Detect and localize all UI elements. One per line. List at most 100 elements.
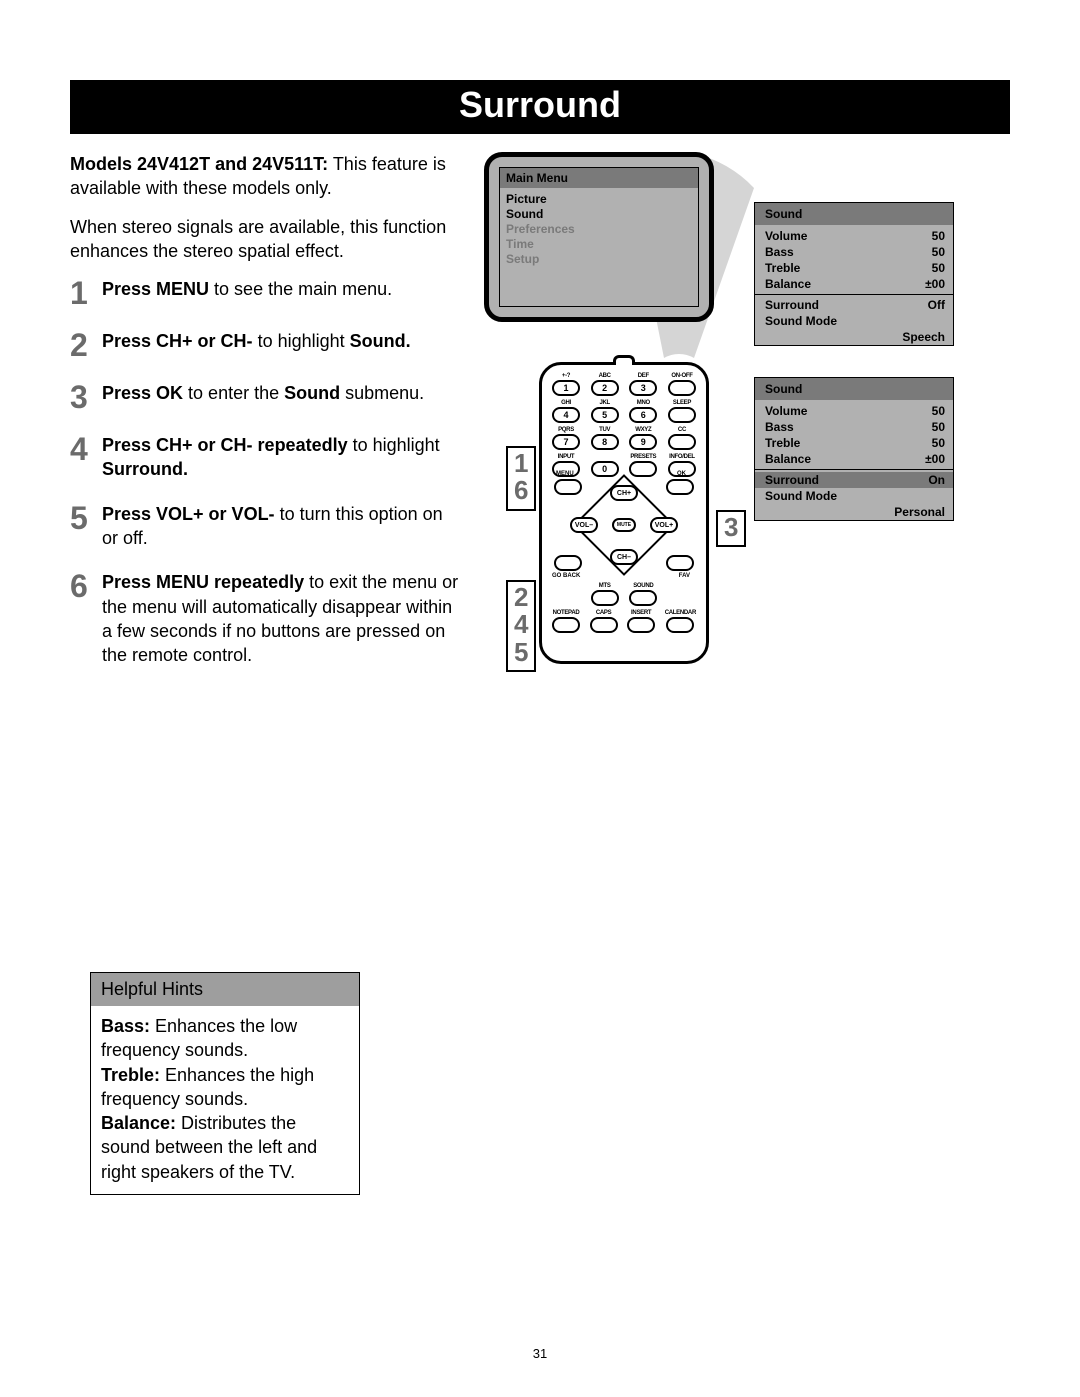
remote-key	[590, 617, 618, 633]
callout-steps-2-4-5: 245	[506, 580, 536, 672]
remote-key-label: CAPS	[596, 610, 611, 616]
sound-row: Balance±00	[755, 276, 953, 292]
remote-key	[552, 617, 580, 633]
remote-key: 5	[591, 407, 619, 423]
remote-key-label: TUV	[599, 427, 610, 433]
step-text: Press CH+ or CH- repeatedly to highlight…	[102, 433, 460, 482]
diagram-column: Main Menu PictureSoundPreferencesTimeSet…	[484, 152, 1010, 688]
sound-row: Treble50	[755, 260, 953, 276]
vol-plus-button: VOL+	[650, 517, 678, 533]
page-title: Surround	[70, 80, 1010, 134]
remote-key-col: JKL5	[591, 400, 619, 423]
remote-key-col: SOUND	[629, 583, 657, 606]
main-menu-item: Time	[506, 237, 692, 252]
go-back-button	[554, 555, 582, 571]
remote-key-col: ON-OFF	[668, 373, 696, 396]
remote-key: 9	[629, 434, 657, 450]
remote-key-label: +-?	[562, 373, 570, 379]
sound-row-surround: SurroundOn	[755, 472, 953, 488]
remote-key-col: CALENDAR	[665, 610, 696, 633]
remote-key-col: MNO6	[629, 400, 657, 423]
remote-key-col: GHI4	[552, 400, 580, 423]
remote-diagram: +-?1 ABC2 DEF3 ON-OFF GHI4 JKL5 MNO6 SLEEP PQRS7…	[539, 362, 709, 664]
remote-key-col: WXYZ9	[629, 427, 657, 450]
steps-list: 1Press MENU to see the main menu.2Press …	[70, 277, 460, 667]
remote-key-label: PQRS	[558, 427, 574, 433]
step-6: 6Press MENU repeatedly to exit the menu …	[70, 570, 460, 667]
intro-para2: When stereo signals are available, this …	[70, 215, 460, 264]
hints-title: Helpful Hints	[91, 973, 359, 1006]
fav-button	[666, 555, 694, 571]
remote-key-label: GHI	[561, 400, 571, 406]
remote-key-label: SOUND	[633, 583, 653, 589]
remote-key: 1	[552, 380, 580, 396]
tv-main-menu: Main Menu PictureSoundPreferencesTimeSet…	[484, 152, 714, 322]
step-3: 3Press OK to enter the Sound submenu.	[70, 381, 460, 413]
step-text: Press VOL+ or VOL- to turn this option o…	[102, 502, 460, 551]
remote-key	[666, 617, 694, 633]
instruction-column: Models 24V412T and 24V511T: This feature…	[70, 152, 460, 688]
remote-key: 7	[552, 434, 580, 450]
remote-key-col: MTS	[591, 583, 619, 606]
step-5: 5Press VOL+ or VOL- to turn this option …	[70, 502, 460, 551]
main-menu-item: Preferences	[506, 222, 692, 237]
remote-key: 6	[629, 407, 657, 423]
sound-row: Bass50	[755, 244, 953, 260]
remote-key-row: GHI4 JKL5 MNO6 SLEEP	[552, 400, 696, 423]
remote-key-row: +-?1 ABC2 DEF3 ON-OFF	[552, 373, 696, 396]
callout-step-3: 3	[716, 510, 746, 547]
sound-row: Treble50	[755, 435, 953, 451]
remote-key-col: SLEEP	[668, 400, 696, 423]
sound-row: Balance±00	[755, 451, 953, 467]
remote-key-label: INSERT	[631, 610, 651, 616]
fav-label: FAV	[679, 573, 690, 579]
remote-key-col: ABC2	[591, 373, 619, 396]
step-number: 4	[70, 433, 102, 482]
hint-item: Balance: Distributes the sound between t…	[101, 1111, 349, 1184]
remote-key-row: NOTEPAD CAPS INSERT CALENDAR	[552, 610, 696, 633]
ch-minus-button: CH–	[610, 549, 638, 565]
go-back-label: GO BACK	[552, 573, 580, 579]
remote-key-label: DEF	[638, 373, 649, 379]
main-menu-item: Setup	[506, 252, 692, 267]
remote-key-col: CC	[668, 427, 696, 450]
hint-item: Bass: Enhances the low frequency sounds.	[101, 1014, 349, 1063]
step-number: 2	[70, 329, 102, 361]
remote-key	[627, 617, 655, 633]
models-lead: Models 24V412T and 24V511T:	[70, 154, 328, 174]
callout-steps-1-6: 16	[506, 446, 536, 511]
remote-key	[629, 461, 657, 477]
remote-key-label: ON-OFF	[671, 373, 692, 379]
sound-title: Sound	[755, 203, 953, 225]
ok-label: OK	[677, 471, 686, 477]
remote-key	[668, 407, 696, 423]
remote-key-col: DEF3	[629, 373, 657, 396]
remote-key: 3	[629, 380, 657, 396]
remote-key: 2	[591, 380, 619, 396]
remote-key-label: MTS	[599, 583, 611, 589]
remote-key-label: CC	[678, 427, 686, 433]
remote-key-col: PRESETS	[629, 454, 657, 477]
step-text: Press OK to enter the Sound submenu.	[102, 381, 460, 413]
remote-key-col: TUV8	[591, 427, 619, 450]
step-2: 2Press CH+ or CH- to highlight Sound.	[70, 329, 460, 361]
remote-key-label: SLEEP	[673, 400, 691, 406]
remote-key-col: INSERT	[627, 610, 655, 633]
helpful-hints-box: Helpful Hints Bass: Enhances the low fre…	[90, 972, 360, 1195]
step-number: 6	[70, 570, 102, 667]
step-number: 1	[70, 277, 102, 309]
remote-key-label: WXYZ	[635, 427, 651, 433]
mute-button: MUTE	[612, 518, 636, 532]
step-number: 3	[70, 381, 102, 413]
remote-key	[629, 590, 657, 606]
remote-key-row: MTS SOUND	[552, 583, 696, 606]
remote-key-row: PQRS7 TUV8 WXYZ9 CC	[552, 427, 696, 450]
remote-key-label: INPUT	[558, 454, 575, 460]
remote-key-col: NOTEPAD	[552, 610, 580, 633]
remote-key-label: INFO/DEL	[669, 454, 695, 460]
vol-minus-button: VOL–	[570, 517, 598, 533]
remote-key-col: +-?1	[552, 373, 580, 396]
remote-key: 8	[591, 434, 619, 450]
sound-row: Bass50	[755, 419, 953, 435]
remote-key	[668, 380, 696, 396]
